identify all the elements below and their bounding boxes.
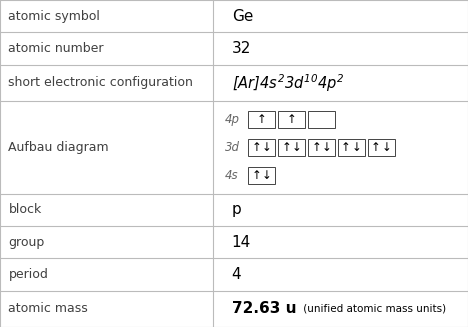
Text: ↑: ↑	[251, 141, 261, 154]
Text: 4: 4	[232, 267, 241, 282]
Text: Aufbau diagram: Aufbau diagram	[8, 141, 109, 154]
Text: block: block	[8, 203, 42, 216]
Text: 4s: 4s	[225, 168, 238, 181]
Text: atomic mass: atomic mass	[8, 302, 88, 315]
Text: ↑: ↑	[341, 141, 351, 154]
Text: ↓: ↓	[352, 141, 362, 154]
Bar	[278, 111, 305, 128]
Text: ↑: ↑	[371, 141, 381, 154]
Text: $\mathregular{[Ar]4}s^{\mathregular{2}}\mathregular{3}d^{\mathregular{10}}\mathr: $\mathregular{[Ar]4}s^{\mathregular{2}}\…	[232, 72, 344, 94]
Text: ↑: ↑	[311, 141, 321, 154]
Bar	[338, 139, 365, 156]
Text: ↓: ↓	[292, 141, 302, 154]
Text: ↑: ↑	[251, 168, 261, 181]
Bar	[308, 139, 335, 156]
Text: Ge: Ge	[232, 9, 253, 24]
Text: 32: 32	[232, 41, 251, 56]
Text: ↑: ↑	[281, 141, 291, 154]
Text: 72.63 u: 72.63 u	[232, 301, 296, 316]
Bar	[248, 111, 275, 128]
Text: 4p: 4p	[225, 113, 240, 126]
Bar	[248, 166, 275, 183]
Text: 14: 14	[232, 234, 251, 250]
Text: ↑: ↑	[286, 113, 297, 126]
Text: atomic symbol: atomic symbol	[8, 10, 100, 23]
Text: ↓: ↓	[262, 141, 272, 154]
Bar	[278, 139, 305, 156]
Text: atomic number: atomic number	[8, 42, 104, 55]
Text: p: p	[232, 202, 241, 217]
Text: ↓: ↓	[382, 141, 392, 154]
Bar	[248, 139, 275, 156]
Bar	[308, 111, 335, 128]
Text: group: group	[8, 236, 44, 249]
Text: 3d: 3d	[225, 141, 240, 154]
Text: (unified atomic mass units): (unified atomic mass units)	[300, 304, 446, 314]
Bar	[368, 139, 395, 156]
Text: ↓: ↓	[322, 141, 332, 154]
Text: ↑: ↑	[256, 113, 267, 126]
Text: ↓: ↓	[262, 168, 272, 181]
Text: period: period	[8, 268, 48, 281]
Text: short electronic configuration: short electronic configuration	[8, 77, 193, 89]
